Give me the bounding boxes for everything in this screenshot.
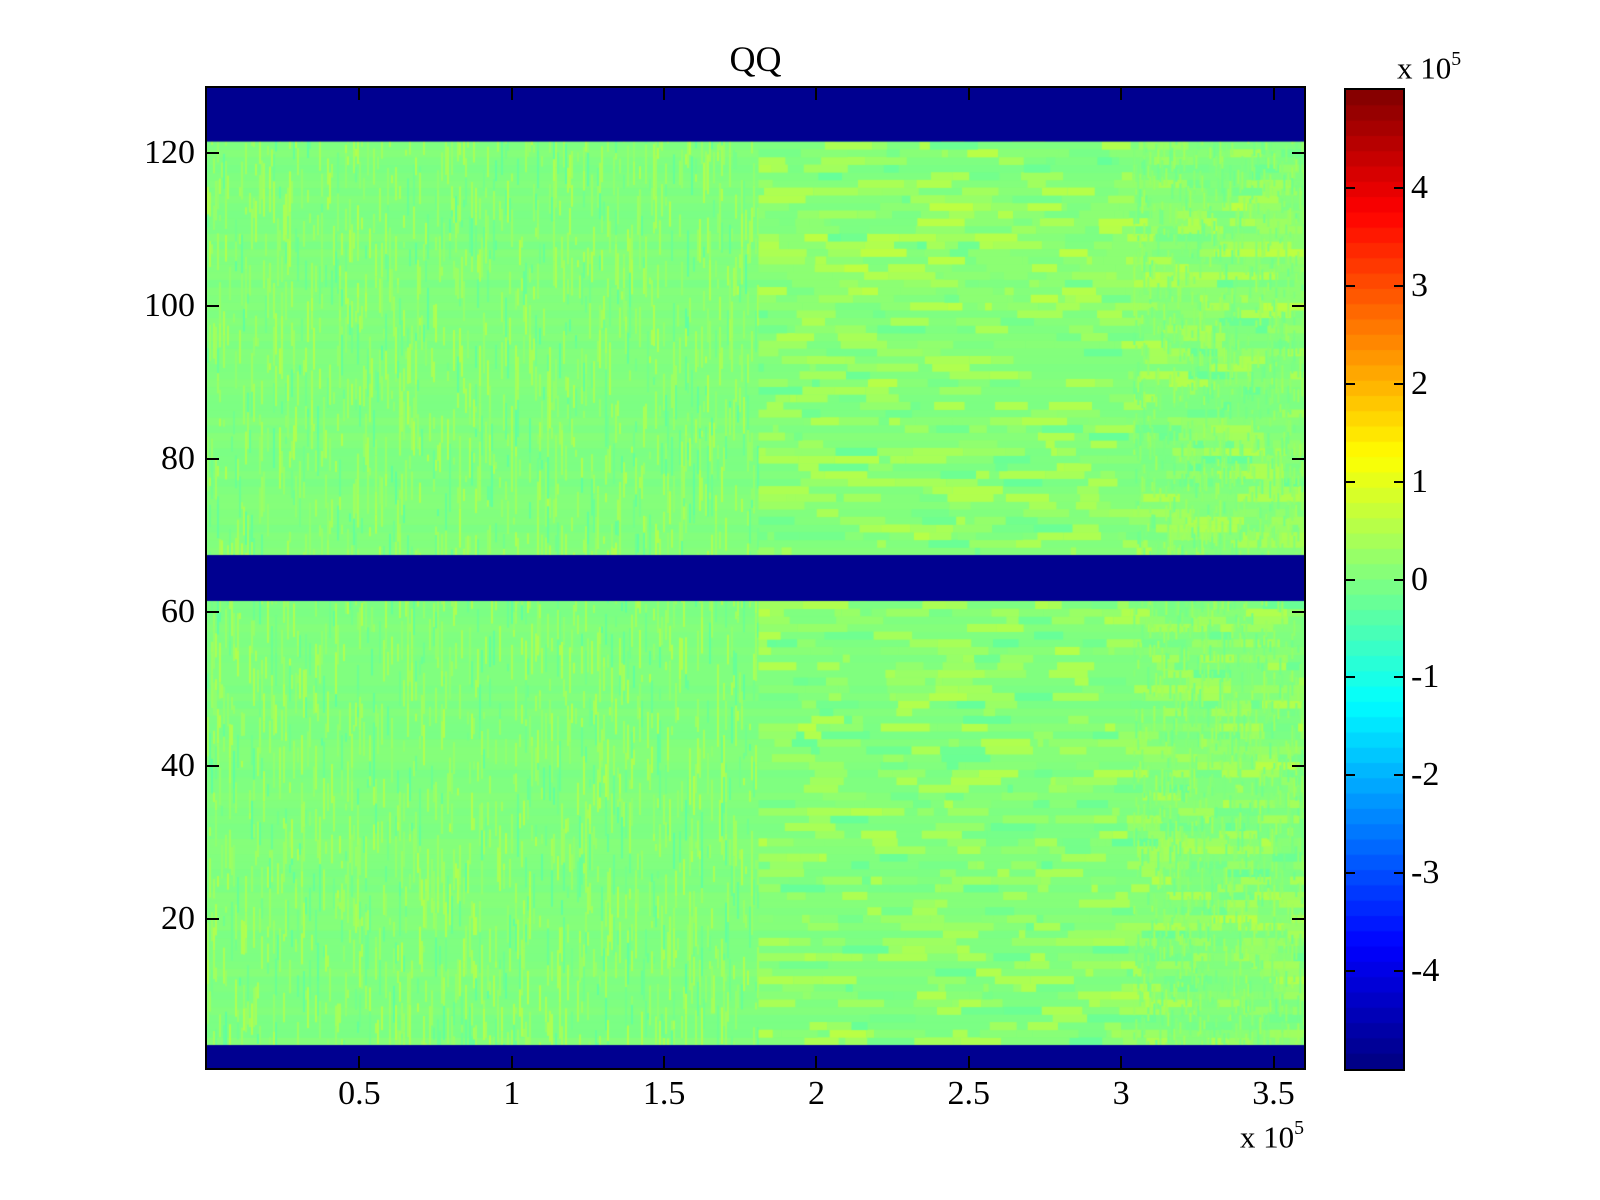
x-axis-tick-top xyxy=(967,88,970,100)
x-axis-tick xyxy=(1120,1056,1123,1068)
y-axis-tick xyxy=(207,152,219,155)
y-axis-tick xyxy=(207,764,219,767)
colorbar-tick xyxy=(1346,676,1355,679)
colorbar-tick xyxy=(1346,578,1355,581)
x-axis-tick-top xyxy=(815,88,818,100)
colorbar-tick-label: -2 xyxy=(1411,756,1440,794)
y-axis-tick xyxy=(207,458,219,461)
colorbar-tick-right xyxy=(1394,382,1403,385)
colorbar-tick-right xyxy=(1394,676,1403,679)
y-axis-tick-right xyxy=(1292,764,1304,767)
colorbar-tick xyxy=(1346,774,1355,777)
x-axis-tick xyxy=(510,1056,513,1068)
colorbar-tick xyxy=(1346,284,1355,287)
y-axis-tick xyxy=(207,305,219,308)
colorbar-tick-right xyxy=(1394,970,1403,973)
x-axis-tick-top xyxy=(1272,88,1275,100)
colorbar-tick-right xyxy=(1394,578,1403,581)
colorbar-tick-label: 0 xyxy=(1411,560,1428,598)
y-tick-label: 120 xyxy=(144,134,195,172)
colorbar-tick-right xyxy=(1394,186,1403,189)
colorbar-tick-right xyxy=(1394,872,1403,875)
y-tick-label: 40 xyxy=(161,746,195,784)
y-axis-tick xyxy=(207,917,219,920)
colorbar-tick xyxy=(1346,970,1355,973)
colorbar xyxy=(1346,90,1403,1069)
cb-exponent-power: 5 xyxy=(1451,48,1462,70)
colorbar-tick-label: -3 xyxy=(1411,854,1440,892)
x-axis-tick xyxy=(815,1056,818,1068)
y-tick-label: 80 xyxy=(161,440,195,478)
x-tick-label: 3.5 xyxy=(1252,1075,1295,1112)
x-tick-label: 1.5 xyxy=(642,1075,686,1112)
cb-exponent-prefix: x 10 xyxy=(1397,50,1452,86)
colorbar-tick-label: 1 xyxy=(1411,462,1428,500)
x-axis-tick xyxy=(967,1056,970,1068)
y-tick-label: 20 xyxy=(161,899,195,937)
colorbar-tick-label: 2 xyxy=(1411,364,1428,402)
colorbar-tick-right xyxy=(1394,284,1403,287)
colorbar-tick-label: 4 xyxy=(1411,168,1428,206)
colorbar-tick xyxy=(1346,872,1355,875)
x-tick-label: 2 xyxy=(807,1075,825,1112)
x-axis-exponent-label: x 105 xyxy=(1144,1113,1304,1154)
colorbar-tick-right xyxy=(1394,774,1403,777)
colorbar-tick xyxy=(1346,480,1355,483)
y-axis-tick-right xyxy=(1292,152,1304,155)
colorbar-tick-label: 3 xyxy=(1411,266,1428,304)
x-axis-tick xyxy=(663,1056,666,1068)
x-exponent-prefix: x 10 xyxy=(1239,1119,1295,1155)
colorbar-tick-label: -4 xyxy=(1411,952,1440,990)
x-tick-label: 0.5 xyxy=(338,1075,381,1112)
y-tick-label: 100 xyxy=(144,287,195,325)
x-tick-label: 2.5 xyxy=(947,1075,991,1112)
y-axis-tick xyxy=(207,611,219,614)
x-axis-tick-top xyxy=(663,88,666,100)
colorbar-tick xyxy=(1346,382,1355,385)
x-axis-tick-top xyxy=(510,88,513,100)
y-axis-tick-right xyxy=(1292,458,1304,461)
y-axis-tick-right xyxy=(1292,305,1304,308)
x-tick-label: 1 xyxy=(503,1075,521,1112)
colorbar-tick-label: -1 xyxy=(1411,658,1440,696)
x-axis-tick-top xyxy=(1120,88,1123,100)
x-axis-tick xyxy=(1272,1056,1275,1068)
colorbar-tick xyxy=(1346,186,1355,189)
x-tick-label: 3 xyxy=(1112,1075,1130,1112)
plot-title: QQ xyxy=(729,39,782,79)
colorbar-tick-right xyxy=(1394,480,1403,483)
y-tick-label: 60 xyxy=(161,593,195,631)
x-axis-tick-top xyxy=(358,88,361,100)
colorbar-exponent-label: x 105 xyxy=(1397,44,1517,85)
y-axis-tick-right xyxy=(1292,611,1304,614)
heatmap-image xyxy=(207,88,1304,1068)
x-exponent-power: 5 xyxy=(1294,1117,1304,1139)
x-axis-tick xyxy=(358,1056,361,1068)
y-axis-tick-right xyxy=(1292,917,1304,920)
